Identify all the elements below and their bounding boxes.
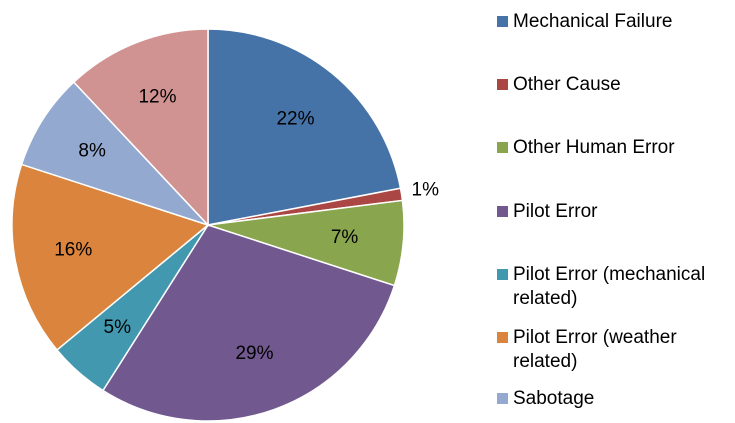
legend-label: Other Cause [513, 74, 621, 95]
legend-label: Pilot Error (weather related) [513, 327, 677, 372]
legend-swatch [497, 79, 508, 90]
legend-entry: Pilot Error (mechanical related) [497, 263, 733, 311]
legend-swatch [497, 206, 508, 217]
data-label: 1% [412, 180, 440, 201]
legend-label: Pilot Error [513, 201, 598, 222]
pie-slice [207, 28, 402, 226]
legend-swatch [497, 332, 508, 343]
legend-label: Pilot Error (mechanical related) [513, 264, 706, 309]
legend-entry: Other Human Error [497, 136, 733, 160]
legend-swatch [497, 269, 508, 280]
legend-swatch [497, 16, 508, 27]
legend-entry: Sabotage [497, 387, 733, 411]
data-label: 16% [54, 240, 92, 261]
data-label: 22% [276, 108, 314, 129]
legend-label: Other Human Error [513, 137, 675, 158]
legend-entry: Pilot Error [497, 200, 733, 224]
legend-swatch [497, 142, 508, 153]
data-label: 12% [138, 86, 176, 107]
pie-slice [101, 224, 396, 422]
data-label: 7% [331, 227, 359, 248]
data-label: 5% [104, 317, 132, 338]
legend-label: Mechanical Failure [513, 11, 673, 32]
legend-swatch [497, 393, 508, 404]
pie-slice [20, 81, 209, 226]
legend-entry: Pilot Error (weather related) [497, 326, 733, 374]
pie-slice [72, 28, 209, 227]
data-label: 8% [78, 141, 106, 162]
data-label: 29% [235, 343, 273, 364]
legend-label: Sabotage [513, 388, 595, 409]
legend-entry: Other Cause [497, 73, 733, 97]
legend-entry: Mechanical Failure [497, 10, 733, 34]
pie-slice [11, 163, 210, 351]
pie: 22% 1% 7% 29% 5% 16% 8% 12% [11, 28, 440, 422]
